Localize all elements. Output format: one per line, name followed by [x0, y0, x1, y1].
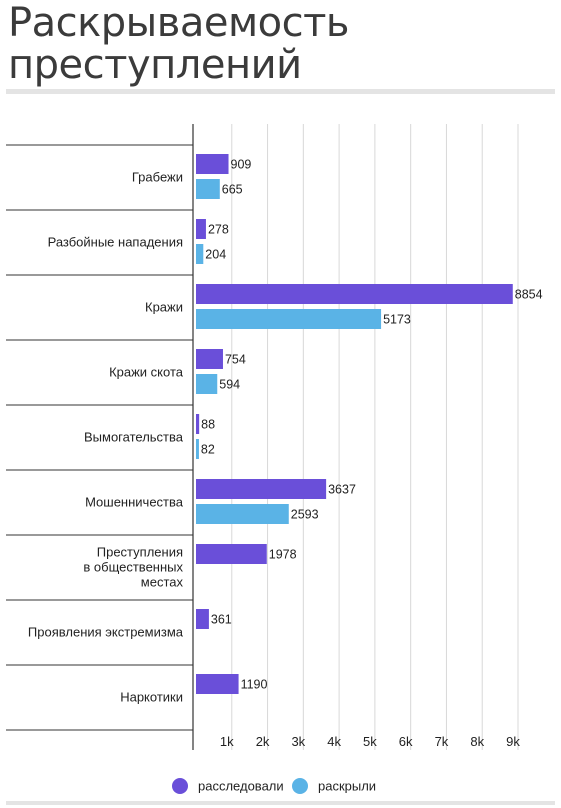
bar-investigated [196, 609, 209, 629]
bar-solved [196, 374, 218, 394]
tick-label: 8k [470, 734, 484, 749]
value-label: 278 [208, 223, 229, 237]
bar-solved [196, 439, 199, 459]
category-label: Проявления экстремизма [28, 625, 184, 640]
category-label: Грабежи [132, 170, 183, 185]
legend-label: расследовали [198, 779, 284, 794]
bar-solved [196, 504, 289, 524]
value-label: 361 [211, 613, 232, 627]
bar-investigated [196, 414, 200, 434]
value-label: 909 [231, 158, 252, 172]
category-label: Преступления в общественных местах [83, 545, 183, 590]
category-label: Кражи [145, 300, 183, 315]
category-label: Кражи скота [109, 365, 184, 380]
tick-label: 6k [399, 734, 413, 749]
tick-label: 4k [327, 734, 341, 749]
value-label: 3637 [328, 483, 356, 497]
value-label: 8854 [515, 288, 543, 302]
value-label: 665 [222, 183, 243, 197]
value-label: 1190 [241, 678, 268, 692]
category-label: Наркотики [120, 690, 183, 705]
title-divider [6, 89, 555, 94]
value-label: 88 [201, 418, 215, 432]
bar-solved [196, 179, 220, 199]
value-label: 2593 [291, 508, 319, 522]
tick-label: 2k [256, 734, 270, 749]
legend-marker [172, 778, 188, 794]
value-label: 5173 [383, 313, 411, 327]
value-label: 82 [201, 443, 215, 457]
value-label: 204 [205, 248, 226, 262]
bar-investigated [196, 674, 239, 694]
category-label: Вымогательства [84, 430, 184, 445]
bar-investigated [196, 284, 513, 304]
value-label: 1978 [269, 548, 297, 562]
category-label: Разбойные нападения [48, 235, 183, 250]
bar-solved [196, 309, 382, 329]
bar-investigated [196, 479, 327, 499]
tick-label: 5k [363, 734, 377, 749]
tick-label: 9k [506, 734, 520, 749]
bar-solved [196, 244, 204, 264]
bar-investigated [196, 544, 267, 564]
bottom-divider [6, 801, 555, 805]
tick-label: 1k [220, 734, 234, 749]
bar-investigated [196, 219, 206, 239]
bar-investigated [196, 154, 229, 174]
legend-marker [292, 778, 308, 794]
value-label: 594 [219, 378, 240, 392]
chart-title: Раскрываемость преступлений [8, 0, 349, 88]
category-label: Мошенничества [85, 495, 184, 510]
bar-investigated [196, 349, 223, 369]
legend-label: раскрыли [318, 779, 376, 794]
value-label: 754 [225, 353, 246, 367]
tick-label: 3k [291, 734, 305, 749]
tick-label: 7k [435, 734, 449, 749]
